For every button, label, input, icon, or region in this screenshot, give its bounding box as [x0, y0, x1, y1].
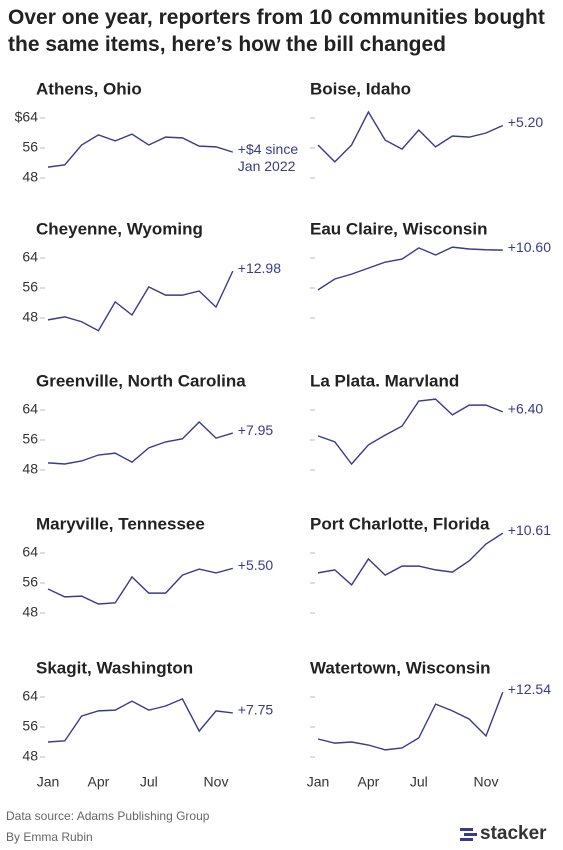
- x-tick-label: Nov: [204, 774, 229, 790]
- y-tick-label: 56: [22, 718, 38, 734]
- y-tick-label: 64: [22, 544, 38, 560]
- line: [317, 110, 504, 163]
- line: [47, 421, 234, 465]
- annotation: +12.54: [508, 681, 551, 697]
- annotation: +7.75: [238, 702, 274, 718]
- annotation: +7.95: [238, 422, 274, 438]
- annotation: +10.61: [508, 522, 551, 538]
- panel-title: La Plata. Marvland: [310, 371, 459, 390]
- brand-logo: [460, 828, 477, 841]
- annotation: +12.98: [238, 260, 281, 276]
- line: [47, 697, 233, 743]
- y-tick-label: 56: [22, 431, 38, 447]
- panel-title: Watertown, Wisconsin: [310, 658, 491, 677]
- y-tick-label: $64: [15, 109, 39, 125]
- y-tick-label: 48: [22, 748, 38, 764]
- panel-title: Maryville, Tennessee: [36, 514, 205, 533]
- panel-title: Eau Claire, Wisconsin: [310, 219, 487, 238]
- x-tick-label: Apr: [88, 774, 110, 790]
- line: [47, 567, 233, 605]
- x-tick-label: Nov: [474, 774, 499, 790]
- page-title: Over one year, reporters from 10 communi…: [8, 6, 545, 56]
- y-tick-label: 48: [22, 309, 38, 325]
- line: [317, 398, 504, 466]
- panel-title: Skagit, Washington: [36, 658, 193, 677]
- annotation: +$4 since: [238, 141, 299, 157]
- line: [317, 691, 504, 751]
- x-tick-label: Jul: [410, 774, 428, 790]
- y-tick-label: 64: [22, 249, 38, 265]
- y-tick-label: 48: [22, 461, 38, 477]
- y-tick-label: 56: [22, 574, 38, 590]
- panel-title: Greenville, North Carolina: [36, 371, 246, 390]
- source: Data source: Adams Publishing Group: [6, 809, 210, 823]
- annotation: Jan 2022: [238, 158, 296, 174]
- panel-title: Athens, Ohio: [36, 79, 142, 98]
- y-tick-label: 48: [22, 169, 38, 185]
- byline: By Emma Rubin: [6, 830, 93, 844]
- panel-title: Cheyenne, Wyoming: [36, 219, 203, 238]
- x-tick-label: Apr: [358, 774, 380, 790]
- annotation: +10.60: [508, 239, 551, 255]
- y-tick-label: 56: [22, 139, 38, 155]
- y-tick-label: 64: [22, 688, 38, 704]
- line: [317, 532, 504, 586]
- y-tick-label: 48: [22, 604, 38, 620]
- line: [47, 270, 234, 332]
- panel-title: Port Charlotte, Florida: [310, 514, 490, 533]
- x-tick-label: Jan: [307, 774, 330, 790]
- panel-title: Boise, Idaho: [310, 79, 411, 98]
- annotation: +5.20: [508, 114, 544, 130]
- line: [47, 133, 234, 168]
- line: [317, 246, 503, 291]
- y-tick-label: 64: [22, 401, 38, 417]
- brand: stacker: [480, 823, 547, 844]
- annotation: +5.50: [238, 557, 274, 573]
- x-tick-label: Jan: [37, 774, 60, 790]
- y-tick-label: 56: [22, 279, 38, 295]
- annotation: +6.40: [508, 401, 544, 417]
- x-tick-label: Jul: [140, 774, 158, 790]
